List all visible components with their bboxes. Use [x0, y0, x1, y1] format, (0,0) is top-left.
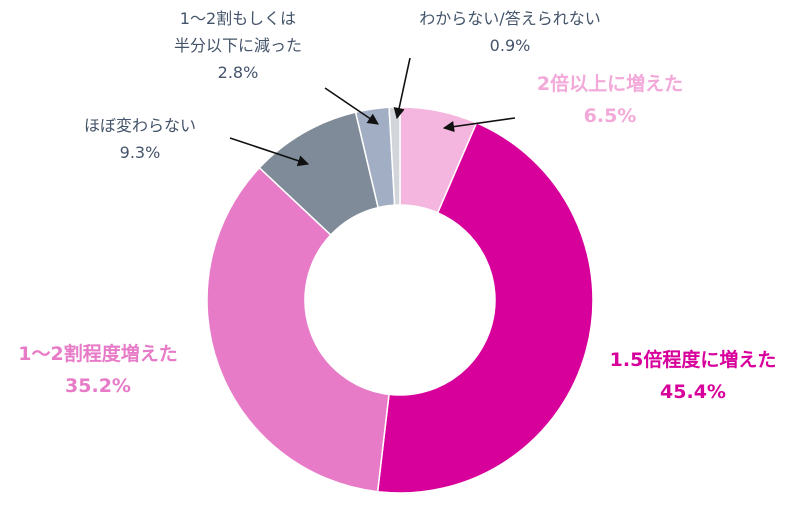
label-double: 2倍以上に増えた 6.5%	[537, 68, 683, 132]
donut-slice-1	[376, 121, 594, 494]
slice-label: 2倍以上に増えた	[536, 73, 684, 95]
leader-arrow-decreased	[324, 87, 379, 125]
donut-slice-5	[388, 106, 401, 206]
slice-label: ほぼ変わらない	[83, 116, 197, 135]
slice-label: 1～2割程度増えた	[18, 343, 178, 365]
data-label: 35.2%	[65, 375, 131, 397]
label-unchanged: ほぼ変わらない 9.3%	[84, 112, 196, 166]
data-label: 6.5%	[583, 105, 637, 127]
leader-arrow-double	[442, 117, 516, 133]
slice-label: 半分以下に減った	[173, 36, 303, 55]
data-label: 2.8%	[217, 63, 259, 82]
label-decreased: 1～2割もしくは 半分以下に減った 2.8%	[174, 5, 302, 86]
label-dontknow: わからない/答えられない 0.9%	[419, 5, 600, 59]
donut-slice-2	[206, 166, 390, 493]
slice-label: 1.5倍程度に増えた	[609, 349, 777, 371]
leader-arrow-dontknow	[393, 57, 411, 120]
leader-arrow-unchanged	[229, 137, 310, 167]
slice-label: 1～2割もしくは	[179, 9, 297, 28]
data-label: 9.3%	[119, 143, 161, 162]
slice-label: わからない/答えられない	[419, 9, 601, 28]
data-label: 0.9%	[489, 36, 531, 55]
label-1-5x: 1.5倍程度に増えた 45.4%	[610, 344, 777, 408]
label-10-20pct: 1～2割程度増えた 35.2%	[18, 338, 177, 402]
data-label: 45.4%	[660, 381, 726, 403]
